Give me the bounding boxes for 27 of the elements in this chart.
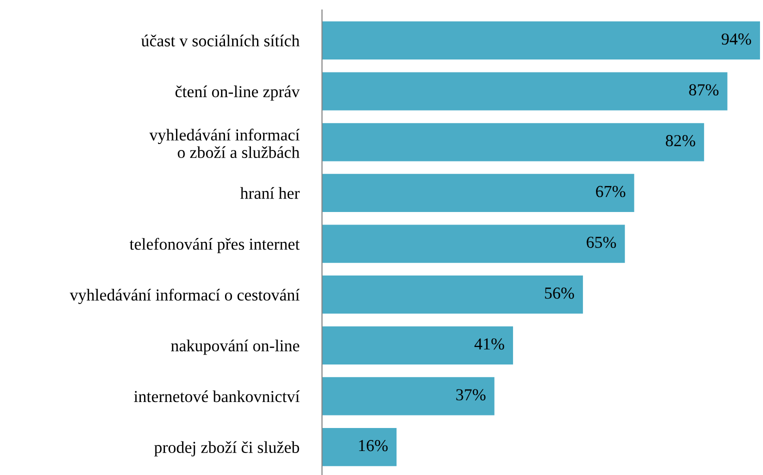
y-tick-label: hraní her <box>240 187 300 199</box>
bar <box>322 72 728 110</box>
data-label: 41% <box>474 338 504 350</box>
data-label: 94% <box>722 33 752 45</box>
y-tick-label: účast v sociálních sítích <box>141 34 300 46</box>
y-tick-label: prodej zboží či služeb <box>154 441 300 456</box>
data-label: 37% <box>456 389 486 400</box>
y-tick-label: čtení on-line zpráv <box>175 86 300 101</box>
data-label: 67% <box>596 186 626 198</box>
y-tick-label: nakupování on-line <box>171 340 300 355</box>
data-label: 87% <box>689 84 718 96</box>
data-label: 56% <box>545 288 574 299</box>
bar <box>322 428 397 466</box>
y-tick-label: vyhledávání informací o cestování <box>70 288 300 304</box>
y-tick-label: telefonování přes internet <box>130 238 300 254</box>
bar <box>322 174 634 212</box>
bar <box>322 326 514 364</box>
bar <box>322 123 704 162</box>
bar <box>322 276 583 314</box>
data-label: 65% <box>586 236 616 248</box>
bar <box>322 21 760 60</box>
y-tick-label: vyhledávání informací o zboží a službách <box>149 128 300 158</box>
data-label: 16% <box>359 440 388 452</box>
y-tick-label: internetové bankovnictví <box>134 390 300 402</box>
data-label: 82% <box>666 135 696 146</box>
bar <box>322 377 494 416</box>
bar <box>322 224 625 263</box>
